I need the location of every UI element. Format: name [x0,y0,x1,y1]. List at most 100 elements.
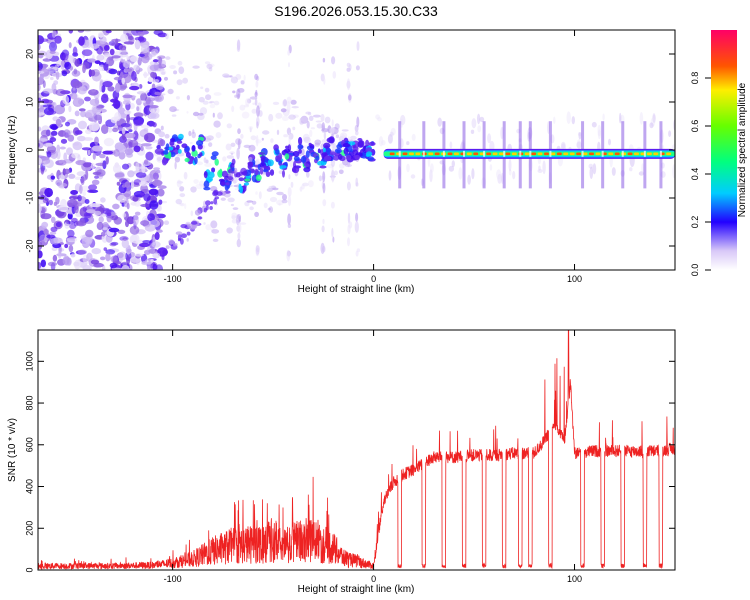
spectrogram-blob [230,76,238,84]
spectrogram-blob [566,111,571,124]
spectrogram-blob [240,80,245,85]
spectrogram-blob [207,171,215,179]
spectrogram-blob [38,104,45,112]
spectrogram-blob [149,174,153,184]
spectrogram-blob [537,169,543,173]
spectrogram-blob [182,77,189,84]
spectrogram-blob [232,207,239,211]
spectrogram-blob [72,81,83,89]
spectrogram-blob [292,168,297,173]
spectrogram-blob [152,252,161,259]
spectrogram-blob [209,100,215,104]
spectrogram-blob [143,193,151,202]
spectrogram-blob [122,163,130,170]
spectrogram-blob [355,130,359,136]
spectrogram-blob [63,129,71,139]
spectrogram-blob [84,96,91,102]
spectrogram-blob [237,214,242,220]
snr-series-line [38,330,675,570]
spectrogram-blob [381,140,386,146]
spectrogram-blob [230,152,234,156]
spectrogram-blob [378,136,384,147]
spectrogram-blob [55,179,63,186]
spectrogram-blob [458,167,463,180]
spectrogram-blob [143,128,149,132]
spectrogram-blob [195,183,204,190]
spectrogram-blob [96,221,104,231]
spectrogram-blob [103,247,108,252]
spectrogram-blob [356,116,360,128]
spectrogram-blob [619,112,622,124]
spectrogram-blob [180,233,187,238]
spectrogram-blob [107,86,115,92]
spectrogram-blob [111,103,121,107]
spectrogram-blob [267,159,274,167]
spectrogram-blob [52,254,58,262]
spectrogram-blob [588,163,594,169]
spectrogram-blob [119,61,123,68]
spectrogram-blob [266,188,273,192]
spectrogram-x-tick-label: 100 [567,274,582,284]
spectrogram-blob [672,164,675,179]
spectrogram-blob [254,168,259,176]
spectrogram-blob [152,179,163,187]
tone-band-core [486,152,492,156]
spectrogram-blob [118,151,126,160]
spectrogram-blob [88,184,98,191]
spectrogram-blob [105,253,111,262]
spectrogram-blob [275,149,280,155]
spectrogram-blob [272,187,279,191]
spectrogram-blob [117,194,127,203]
spectrogram-blob [131,233,140,244]
spectrogram-blob [98,216,104,223]
spectrogram-blob [597,124,602,137]
spectrogram-blob [100,231,106,237]
spectrogram-blob [291,106,299,109]
spectrogram-blob [87,58,96,63]
spectrogram-blob [154,91,161,96]
spectrogram-blob [319,165,327,169]
spectrogram-blob [221,182,226,186]
snr-y-tick-label: 200 [24,521,34,536]
spectrogram-blob [254,98,258,106]
tone-band-core [543,152,549,156]
spectrogram-blob [144,132,156,143]
spectrogram-blob [357,138,363,141]
tone-band-core [408,152,414,156]
spectrogram-blob [77,194,82,202]
spectrogram-blob [227,176,233,181]
spectrogram-x-axis-label: Height of straight line (km) [298,284,415,295]
spectrogram-blob [192,111,200,117]
spectrogram-blob [57,250,62,259]
spectrogram-blob [321,225,325,233]
spectrogram-blob [87,149,91,156]
spectrogram-blob [152,236,156,246]
spectrogram-blob [51,216,56,223]
spectrogram-blob [141,124,150,129]
spectrogram-blob [130,180,135,189]
spectrogram-blob [255,80,259,88]
spectrogram-blob [286,101,291,113]
spectrogram-blob [430,163,434,173]
spectrogram-blob [234,167,238,174]
tone-band-core [634,152,640,156]
spectrogram-blob [204,61,211,65]
spectrogram-blob [152,122,157,128]
spectrogram-blob [331,176,334,183]
spectrogram-blob [69,93,73,97]
spectrogram-blob [216,191,223,196]
spectrogram-blob [261,137,264,141]
spectrogram-blob [156,229,163,233]
spectrogram-blob [82,62,90,70]
spectrogram-blob [211,151,219,157]
spectrogram-blob [231,167,235,172]
spectrogram-blob [174,156,181,163]
spectrogram-blob [315,155,320,161]
spectrogram-blob [186,238,189,242]
spectrogram-blob [302,133,310,142]
spectrogram-blob [477,125,482,133]
spectrogram-blob [167,88,174,95]
spectrogram-blob [194,156,198,165]
spectrogram-blob [496,169,502,180]
spectrogram-blob [147,76,154,83]
